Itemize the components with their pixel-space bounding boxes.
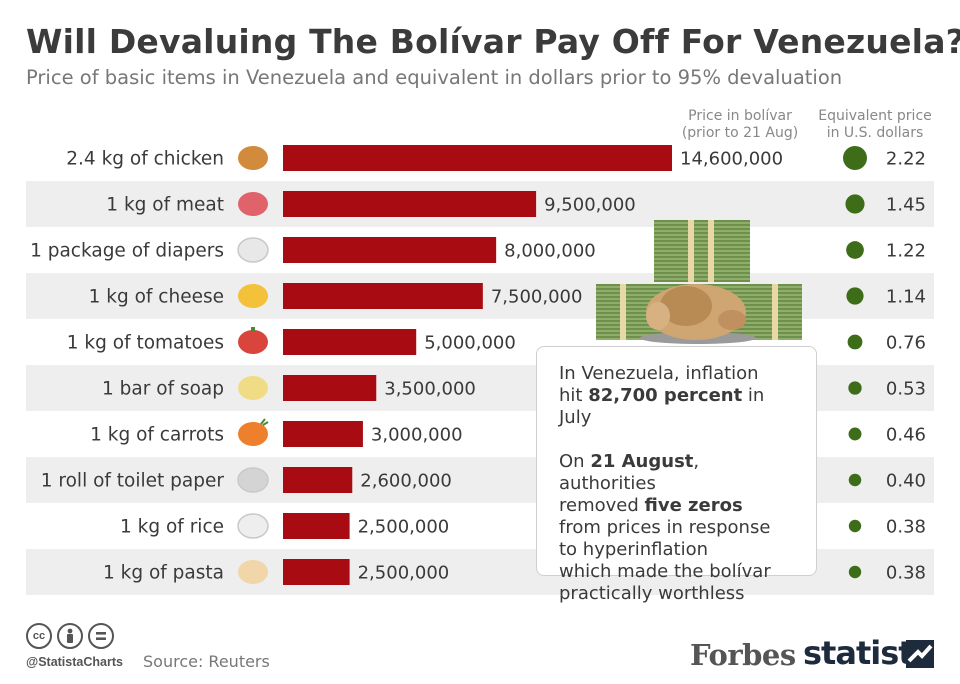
column-header-bolivar-line1: Price in bolívar: [688, 108, 792, 124]
usd-value-label: 0.76: [886, 333, 926, 354]
column-header-bolivar-line2: (prior to 21 Aug): [681, 125, 799, 141]
category-label: 1 kg of tomatoes: [67, 333, 224, 354]
usd-value-label: 0.53: [886, 379, 926, 400]
callout-line: which made the bolívar: [559, 561, 771, 582]
toilet-paper-icon: [237, 467, 269, 493]
callout-line: from prices in response: [559, 517, 771, 538]
forbes-logo[interactable]: Forbes: [690, 638, 796, 672]
bar-bolivar: [283, 145, 672, 171]
cheese-icon: [238, 284, 268, 308]
bar-bolivar: [283, 559, 350, 585]
callout-line: to hyperinflation: [559, 539, 709, 560]
callout-text: in July: [559, 385, 765, 428]
callout-highlight-inflation: 82,700 percent: [588, 385, 743, 406]
meat-icon: [238, 192, 268, 216]
bar-bolivar: [283, 375, 377, 401]
usd-value-label: 0.38: [886, 563, 926, 584]
usd-value-label: 0.40: [886, 471, 926, 492]
chart-subtitle: Price of basic items in Venezuela and eq…: [26, 66, 843, 89]
category-label: 1 kg of carrots: [90, 425, 224, 446]
column-header-usd-line2: in U.S. dollars: [826, 125, 924, 141]
category-label: 1 roll of toilet paper: [41, 471, 225, 492]
callout-highlight-zeros: five zeros: [644, 495, 743, 516]
bar-value-label: 2,500,000: [358, 517, 450, 538]
usd-dot: [845, 194, 865, 214]
usd-dot: [848, 381, 862, 395]
callout-paragraph-1: In Venezuela, inflation hit 82,700 perce…: [559, 363, 794, 429]
bar-value-label: 8,000,000: [504, 241, 596, 262]
statista-logo-mark-icon: [906, 640, 934, 668]
bar-value-label: 7,500,000: [491, 287, 583, 308]
column-header-usd: Equivalent price in U.S. dollars: [800, 108, 950, 142]
item-icons: [237, 146, 269, 584]
usd-dot: [848, 519, 862, 533]
usd-value-label: 1.45: [886, 195, 926, 216]
bar-bolivar: [283, 237, 497, 263]
category-label: 1 kg of cheese: [89, 287, 224, 308]
rice-icon: [237, 513, 269, 539]
statista-handle[interactable]: @StatistaCharts: [26, 655, 123, 669]
bar-bolivar: [283, 191, 537, 217]
usd-dot: [848, 473, 862, 487]
bar-value-label: 3,000,000: [371, 425, 463, 446]
callout-highlight-date: 21 August: [590, 451, 694, 472]
callout-text: , authorities: [559, 451, 700, 494]
callout-paragraph-2: On 21 August, authorities removed five z…: [559, 451, 794, 605]
bar-value-label: 2,600,000: [360, 471, 452, 492]
usd-value-label: 2.22: [886, 149, 926, 170]
bar-bolivar: [283, 421, 363, 447]
usd-value-label: 0.46: [886, 425, 926, 446]
callout-text: On: [559, 451, 591, 472]
usd-dot: [848, 565, 862, 579]
bars: 14,600,000 9,500,000 8,000,000 7,500,000 5,0…: [283, 145, 783, 585]
category-label: 1 kg of meat: [106, 195, 224, 216]
bar-bolivar: [283, 467, 353, 493]
category-label: 1 kg of pasta: [103, 563, 224, 584]
bar-bolivar: [283, 329, 417, 355]
callout-line: In Venezuela, inflation: [559, 363, 759, 384]
license-icons: cc: [26, 623, 114, 649]
chart-title: Will Devaluing The Bolívar Pay Off For V…: [26, 22, 960, 61]
usd-dot: [848, 427, 862, 441]
category-label: 1 package of diapers: [30, 241, 224, 262]
bar-value-label: 3,500,000: [384, 379, 476, 400]
usd-value-label: 1.14: [886, 287, 926, 308]
chicken-leg-icon: [238, 146, 268, 170]
usd-value-label: 0.38: [886, 517, 926, 538]
category-label: 1 kg of rice: [120, 517, 224, 538]
bar-value-label: 5,000,000: [424, 333, 516, 354]
money-pile-illustration: [596, 220, 802, 344]
roast-chicken-icon: [640, 284, 756, 344]
usd-value-label: 1.22: [886, 241, 926, 262]
tomato-icon: [238, 327, 268, 354]
pasta-icon: [238, 560, 268, 584]
callout-line: practically worthless: [559, 583, 745, 604]
bar-bolivar: [283, 513, 350, 539]
usd-dot: [843, 146, 867, 170]
callout-text: removed: [559, 495, 645, 516]
inflation-callout: In Venezuela, inflation hit 82,700 perce…: [536, 346, 817, 604]
diaper-icon: [237, 237, 269, 263]
bar-value-label: 14,600,000: [680, 149, 783, 170]
bar-value-label: 2,500,000: [358, 563, 450, 584]
no-derivatives-icon[interactable]: [88, 623, 114, 649]
carrot-icon: [238, 418, 269, 446]
category-label: 2.4 kg of chicken: [66, 149, 224, 170]
attribution-icon[interactable]: [57, 623, 83, 649]
usd-dot: [847, 334, 863, 350]
bar-value-label: 9,500,000: [544, 195, 636, 216]
usd-dot: [846, 287, 864, 305]
column-header-bolivar: Price in bolívar (prior to 21 Aug): [655, 108, 825, 142]
soap-icon: [238, 376, 268, 400]
usd-dots: 2.22 1.45 1.22 1.14 0.76 0.53 0.46 0.40 0.38 0.38: [843, 146, 926, 584]
category-label: 1 bar of soap: [102, 379, 224, 400]
callout-text: hit: [559, 385, 589, 406]
cc-icon[interactable]: cc: [26, 623, 52, 649]
source-note: Source: Reuters: [143, 652, 270, 671]
column-header-usd-line1: Equivalent price: [818, 108, 932, 124]
bar-bolivar: [283, 283, 483, 309]
usd-dot: [846, 241, 864, 259]
